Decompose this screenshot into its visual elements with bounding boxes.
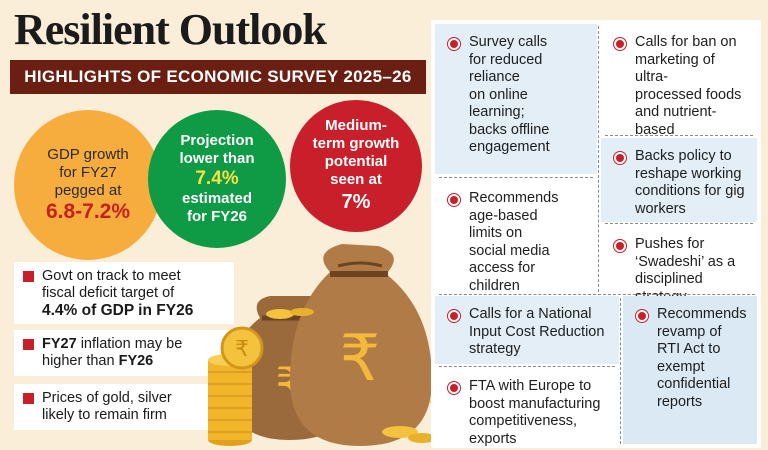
- point-line: ‘Swadeshi’ as a: [635, 253, 736, 270]
- point-line: engagement: [469, 139, 550, 155]
- point-line: boost manufacturing: [469, 395, 601, 412]
- point-line: conditions for gig: [635, 183, 745, 199]
- point-line: on online: [469, 86, 528, 103]
- point-line: backs offline: [469, 121, 550, 138]
- point-line: limits on: [469, 225, 523, 241]
- ban-marketing-point: Calls for ban on marketing of ultra- pro…: [601, 24, 757, 155]
- point-line: Survey calls: [469, 34, 548, 50]
- point-line: children: [469, 277, 520, 294]
- medium-line2: term growth: [312, 135, 400, 152]
- gold-coin-icon: ₹: [220, 326, 264, 370]
- inflation-point: FY27 inflation may be higher than FY26: [14, 330, 234, 376]
- swadeshi-point: Pushes for ‘Swadeshi’ as a disciplined s…: [601, 226, 757, 305]
- large-money-bag-icon: ₹: [290, 244, 432, 446]
- point-line: FTA with Europe to: [469, 378, 592, 394]
- bullet-dot-icon: [614, 38, 626, 50]
- point-line: marketing of ultra-: [635, 51, 715, 86]
- inflation-fy26: FY26: [118, 353, 154, 369]
- projection-value: 7.4%: [195, 168, 239, 189]
- bullet-square-icon: [23, 339, 34, 350]
- point-line: age-based: [469, 207, 538, 224]
- highlights-banner: HIGHLIGHTS OF ECONOMIC SURVEY 2025–26: [10, 60, 426, 94]
- projection-line4: for FY26: [186, 208, 247, 225]
- money-bags-illustration: ₹ ₹ ₹: [208, 244, 450, 446]
- point-line: Pushes for: [635, 236, 705, 252]
- fiscal-line2: fiscal deficit target of: [42, 285, 175, 301]
- coin-stack-icon: [208, 354, 252, 446]
- bullet-dot-icon: [636, 310, 648, 322]
- point-line: Calls for ban on: [635, 34, 737, 50]
- gdp-line2: for FY27: [59, 164, 117, 181]
- point-line: competitiveness, exports: [469, 413, 577, 447]
- gdp-growth-circle: GDP growth for FY27 pegged at 6.8-7.2%: [14, 110, 162, 260]
- medium-term-circle: Medium- term growth potential seen at 7%: [290, 100, 422, 232]
- gold-line1: Prices of gold, silver: [42, 390, 172, 406]
- point-line: Input Cost Reduction: [469, 323, 605, 340]
- point-line: reliance: [469, 69, 520, 85]
- gold-line2: likely to remain firm: [42, 407, 167, 423]
- bullet-square-icon: [23, 393, 34, 404]
- inflation-text1: inflation may be: [76, 336, 183, 352]
- gdp-value: 6.8-7.2%: [45, 200, 131, 223]
- social-media-limits-point: Recommends age-based limits on social me…: [435, 180, 597, 300]
- divider: [620, 298, 621, 444]
- fiscal-line1: Govt on track to meet: [42, 268, 181, 284]
- point-line: reshape working: [635, 165, 742, 182]
- point-line: revamp of: [657, 323, 722, 340]
- medium-line1: Medium-: [325, 117, 387, 134]
- bullet-dot-icon: [448, 310, 460, 322]
- point-line: Backs policy to: [635, 148, 732, 164]
- point-line: access for: [469, 260, 536, 276]
- inflation-fy27: FY27: [42, 336, 77, 352]
- bullet-dot-icon: [614, 152, 626, 164]
- projection-line1: Projection: [180, 132, 254, 149]
- point-line: exempt: [657, 358, 705, 375]
- point-line: RTI Act to: [657, 341, 721, 357]
- point-line: workers: [635, 200, 686, 217]
- point-line: reports: [657, 393, 703, 410]
- bullet-dot-icon: [448, 194, 460, 206]
- input-cost-point: Calls for a National Input Cost Reductio…: [435, 296, 619, 364]
- point-line: Calls for a National: [469, 306, 592, 322]
- divider: [439, 177, 593, 178]
- fta-europe-point: FTA with Europe to boost manufacturing c…: [435, 368, 619, 447]
- bullet-square-icon: [23, 271, 34, 282]
- divider: [598, 26, 599, 292]
- point-line: Recommends: [469, 190, 559, 206]
- gig-workers-point: Backs policy to reshape working conditio…: [601, 138, 757, 222]
- fiscal-deficit-point: Govt on track to meet fiscal deficit tar…: [14, 262, 234, 324]
- bullet-dot-icon: [448, 382, 460, 394]
- rti-act-point: Recommends revamp of RTI Act to exempt c…: [623, 296, 757, 444]
- projection-circle: Projection lower than 7.4% estimated for…: [148, 110, 286, 248]
- gdp-line1: GDP growth: [47, 146, 129, 163]
- fiscal-bold: 4.4% of GDP in FY26: [42, 302, 194, 319]
- right-highlights-panel: Survey calls for reduced reliance on onl…: [431, 20, 761, 448]
- bullet-dot-icon: [614, 240, 626, 252]
- medium-value: 7%: [341, 191, 371, 213]
- projection-line3: estimated: [181, 190, 253, 207]
- point-line: learning;: [469, 104, 525, 120]
- divider: [605, 135, 753, 136]
- svg-text:₹: ₹: [235, 337, 249, 362]
- point-line: and nutrient-based: [635, 104, 717, 138]
- point-line: confidential: [657, 376, 731, 392]
- divider: [439, 366, 615, 367]
- point-line: processed foods: [635, 86, 742, 103]
- point-line: Recommends: [657, 306, 747, 322]
- medium-line3: potential: [324, 153, 388, 170]
- page-title: Resilient Outlook: [14, 5, 327, 54]
- svg-text:₹: ₹: [340, 322, 381, 396]
- gold-silver-point: Prices of gold, silver likely to remain …: [14, 384, 234, 430]
- inflation-text2: higher than: [42, 353, 119, 369]
- bullet-dot-icon: [448, 38, 460, 50]
- gdp-line3: pegged at: [54, 182, 122, 199]
- point-line: strategy: [469, 341, 521, 357]
- point-line: for reduced: [469, 51, 543, 68]
- divider: [439, 294, 755, 295]
- point-line: social media: [469, 242, 550, 259]
- medium-line4: seen at: [330, 171, 382, 188]
- survey-reliance-point: Survey calls for reduced reliance on onl…: [435, 24, 597, 174]
- projection-line2: lower than: [179, 150, 255, 167]
- divider: [605, 223, 753, 224]
